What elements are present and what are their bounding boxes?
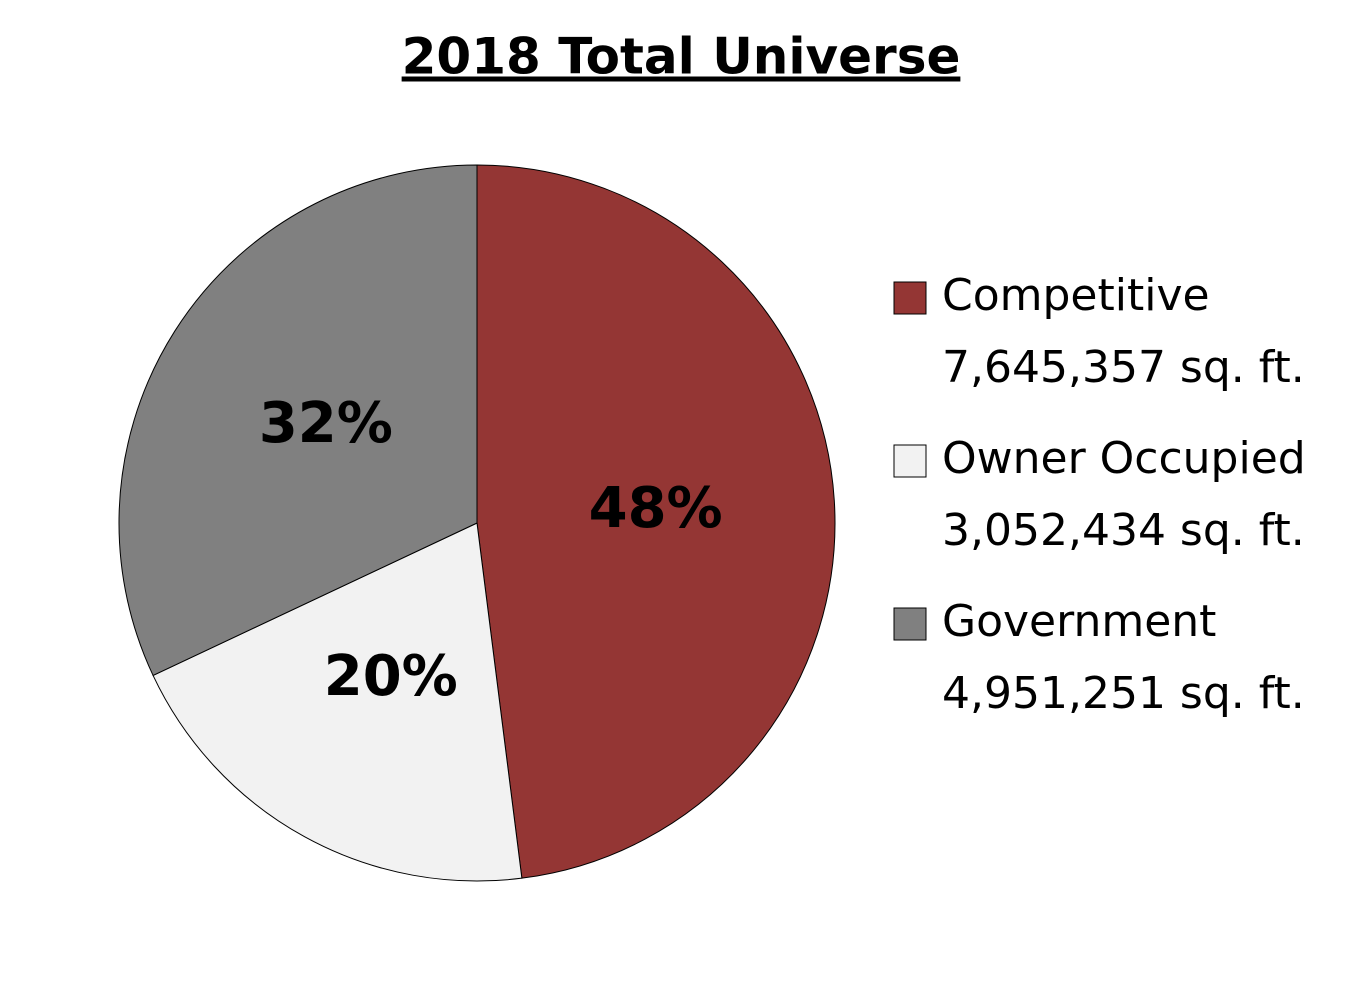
pie-slice: [118, 164, 478, 677]
data-label: 32%: [259, 391, 393, 456]
legend-label: Owner Occupied: [942, 433, 1306, 484]
legend-label: Government: [942, 596, 1216, 647]
legend-swatch: [893, 444, 927, 478]
legend-swatch: [893, 281, 927, 315]
data-label: 48%: [589, 476, 723, 541]
legend-swatch: [893, 607, 927, 641]
chart-title: 2018 Total Universe: [402, 28, 961, 86]
pie-slice: [476, 164, 836, 879]
legend-detail: 4,951,251 sq. ft.: [942, 668, 1305, 719]
legend-detail: 3,052,434 sq. ft.: [942, 505, 1305, 556]
legend-label: Competitive: [942, 270, 1210, 321]
legend-detail: 7,645,357 sq. ft.: [942, 342, 1305, 393]
data-label: 20%: [324, 644, 458, 709]
pie-slice: [152, 522, 523, 882]
